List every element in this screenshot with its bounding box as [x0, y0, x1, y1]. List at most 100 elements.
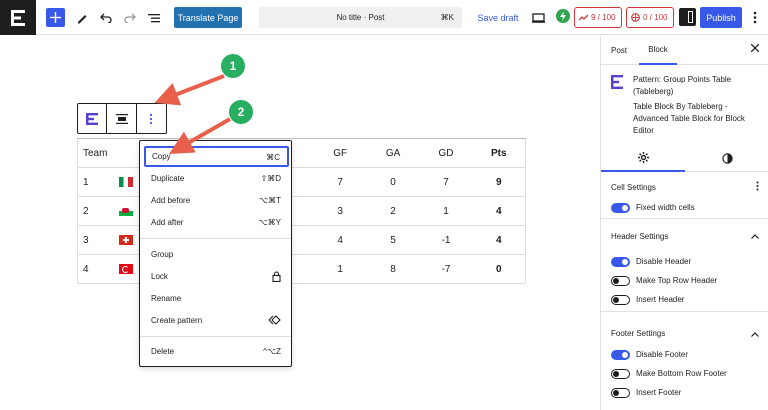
menu-item-rename[interactable]: Rename [144, 288, 289, 309]
contrast-icon [721, 153, 733, 164]
header-gd[interactable]: GD [419, 138, 473, 168]
cell-ga[interactable]: 5 [366, 225, 420, 255]
header-settings-header[interactable]: Header Settings [611, 220, 759, 252]
tab-block[interactable]: Block [639, 36, 677, 65]
chevron-up-icon[interactable] [751, 231, 759, 241]
tools-button[interactable] [72, 8, 91, 27]
cell-gf[interactable]: 3 [313, 196, 367, 226]
menu-item-shortcut: ^⌥Z [263, 347, 281, 356]
cell-pts[interactable]: 9 [472, 167, 526, 197]
command-palette-bar[interactable]: No title · Post ⌘K [259, 7, 462, 28]
block-description: Table Block By Tableberg - Advanced Tabl… [633, 102, 745, 135]
block-options-button[interactable] [137, 104, 166, 133]
disable-header-toggle[interactable] [611, 256, 630, 267]
translate-page-button[interactable]: Translate Page [174, 7, 242, 28]
team-flag[interactable] [114, 254, 139, 284]
menu-item-label: Add before [151, 196, 191, 205]
cell-ga[interactable]: 8 [366, 254, 420, 284]
wales-flag-icon [119, 205, 134, 216]
block-type-button[interactable] [78, 104, 108, 133]
team-flag[interactable] [114, 196, 139, 226]
kebab-icon [753, 11, 757, 24]
header-gf[interactable]: GF [313, 138, 367, 168]
toggle-label: Insert Header [636, 295, 685, 304]
menu-item-label: Group [151, 250, 174, 259]
cell-ga[interactable]: 2 [366, 196, 420, 226]
cell-gf[interactable]: 4 [313, 225, 367, 255]
align-button[interactable] [107, 104, 137, 133]
menu-item-copy[interactable]: Copy ⌘C [144, 146, 289, 167]
cell-gd[interactable]: -7 [419, 254, 473, 284]
team-flag[interactable] [114, 167, 139, 197]
cell-gf[interactable]: 1 [313, 254, 367, 284]
seo-score-badge[interactable]: 9 / 100 [574, 7, 622, 28]
italy-flag-icon [119, 176, 134, 187]
cell-pts[interactable]: 4 [472, 196, 526, 226]
team-flag[interactable] [114, 225, 139, 255]
document-overview-button[interactable] [144, 8, 163, 27]
menu-item-add-after[interactable]: Add after ⌥⌘Y [144, 212, 289, 233]
redo-icon [123, 13, 136, 23]
cell-gf[interactable]: 7 [313, 167, 367, 197]
preview-button[interactable] [530, 8, 546, 27]
cell-pts[interactable]: 4 [472, 225, 526, 255]
team-rank[interactable]: 1 [77, 167, 115, 197]
tab-styles[interactable] [685, 145, 768, 172]
menu-item-delete[interactable]: Delete ^⌥Z [144, 341, 289, 362]
performance-icon[interactable] [556, 9, 570, 23]
insert-footer-toggle[interactable] [611, 387, 630, 398]
team-rank[interactable]: 4 [77, 254, 115, 284]
menu-item-create-pattern[interactable]: Create pattern [144, 310, 289, 331]
section-options-button[interactable] [756, 181, 759, 193]
cell-settings-header[interactable]: Cell Settings [611, 173, 759, 201]
team-rank[interactable]: 2 [77, 196, 115, 226]
redo-button[interactable] [120, 8, 139, 27]
header-pts[interactable]: Pts [472, 138, 526, 168]
menu-item-lock[interactable]: Lock [144, 266, 289, 287]
settings-panel-toggle[interactable] [679, 8, 696, 26]
chevron-up-icon[interactable] [751, 329, 759, 339]
bottom-row-footer-toggle[interactable] [611, 368, 630, 379]
disable-footer-toggle[interactable] [611, 349, 630, 360]
fixed-width-toggle[interactable] [611, 202, 630, 213]
close-sidebar-button[interactable] [750, 43, 761, 56]
cell-ga[interactable]: 0 [366, 167, 420, 197]
section-title: Footer Settings [611, 328, 666, 338]
cell-pts[interactable]: 0 [472, 254, 526, 284]
header-team[interactable]: Team [77, 138, 115, 168]
menu-item-add-before[interactable]: Add before ⌥⌘T [144, 190, 289, 211]
team-rank[interactable]: 3 [77, 225, 115, 255]
menu-item-shortcut: ⌘C [266, 153, 280, 162]
undo-button[interactable] [96, 8, 115, 27]
add-block-button[interactable] [46, 8, 65, 27]
menu-item-label: Delete [151, 347, 175, 356]
block-options-menu: Copy ⌘C Duplicate ⇧⌘D Add before ⌥⌘T Add… [139, 140, 292, 367]
insert-header-toggle[interactable] [611, 294, 630, 305]
kebab-icon [150, 113, 153, 124]
cell-gd[interactable]: 7 [419, 167, 473, 197]
section-title: Header Settings [611, 231, 669, 241]
tableberg-logo-icon[interactable] [0, 0, 36, 35]
top-row-header-toggle[interactable] [611, 275, 630, 286]
footer-settings-header[interactable]: Footer Settings [611, 319, 759, 347]
tab-post[interactable]: Post [611, 46, 628, 55]
header-blank[interactable] [114, 138, 139, 168]
command-shortcut: ⌘K [440, 13, 454, 22]
publish-button[interactable]: Publish [700, 7, 742, 28]
fixed-width-row: Fixed width cells [611, 198, 761, 217]
header-ga[interactable]: GA [366, 138, 420, 168]
save-draft-button[interactable]: Save draft [477, 12, 519, 23]
cell-gd[interactable]: -1 [419, 225, 473, 255]
tab-settings[interactable] [601, 145, 685, 172]
menu-item-group[interactable]: Group [144, 244, 289, 265]
cell-gd[interactable]: 1 [419, 196, 473, 226]
tableberg-block-icon [611, 75, 623, 89]
readability-score-badge[interactable]: 0 / 100 [626, 7, 674, 28]
more-options-button[interactable] [750, 8, 760, 27]
toggle-label: Fixed width cells [636, 203, 695, 212]
top-row-header-row: Make Top Row Header [611, 271, 761, 290]
disable-footer-row: Disable Footer [611, 345, 761, 364]
pen-icon [77, 14, 86, 23]
menu-item-label: Duplicate [151, 174, 185, 183]
menu-item-duplicate[interactable]: Duplicate ⇧⌘D [144, 168, 289, 189]
